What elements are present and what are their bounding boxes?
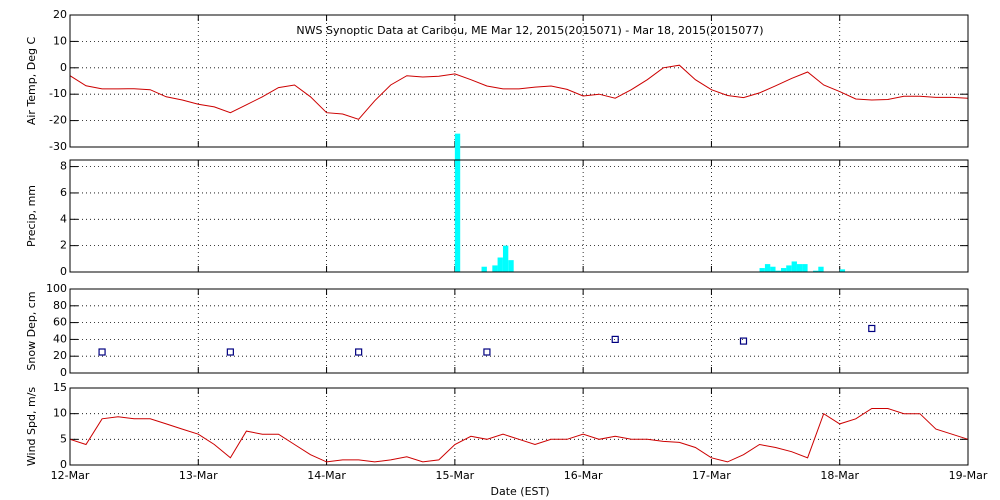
x-tick-label: 18-Mar [820, 469, 859, 482]
precip-bar [775, 270, 781, 272]
precip-bar [770, 266, 776, 272]
snow-point [868, 324, 876, 333]
y-axis-label: Precip, mm [25, 185, 38, 247]
snow-point [226, 348, 234, 356]
precip-bar [764, 264, 771, 272]
y-tick-label: 40 [53, 332, 67, 345]
y-tick-label: 5 [60, 432, 67, 445]
y-axis-label: Wind Spd, m/s [25, 387, 38, 467]
precip-bar [791, 261, 797, 272]
y-tick-label: 8 [60, 160, 67, 173]
precip-bar [780, 268, 787, 272]
precip-bar [492, 265, 498, 272]
y-tick-label: -30 [49, 140, 67, 153]
y-tick-label: 20 [53, 349, 67, 362]
precip-bar [497, 257, 503, 272]
x-tick-label: 15-Mar [435, 469, 474, 482]
x-tick-label: 12-Mar [51, 469, 90, 482]
y-tick-label: 10 [53, 407, 67, 420]
plot-frame [69, 288, 969, 374]
precip-bar [802, 264, 808, 272]
y-tick-label: -10 [49, 87, 67, 100]
y-tick-label: 6 [60, 186, 67, 199]
x-tick-label: 16-Mar [564, 469, 603, 482]
y-axis-label: Air Temp, Deg C [25, 37, 38, 126]
precip-bar [796, 264, 803, 272]
precip-bar [508, 260, 514, 272]
data-line [69, 64, 969, 120]
y-tick-label: 10 [53, 34, 67, 47]
precip-bar [818, 266, 824, 272]
x-tick-label: 13-Mar [179, 469, 218, 482]
y-tick-label: 0 [60, 265, 67, 278]
plot-frame [69, 14, 969, 148]
y-tick-label: 100 [46, 282, 67, 295]
precip-bar [759, 268, 765, 272]
y-axis-label: Snow Dep, cm [25, 291, 38, 370]
chart-title: NWS Synoptic Data at Caribou, ME Mar 12,… [296, 24, 763, 37]
y-tick-label: 15 [53, 381, 67, 394]
precip-bar [454, 133, 461, 272]
y-tick-label: 80 [53, 299, 67, 312]
y-tick-label: 2 [60, 239, 67, 252]
snow-point [355, 348, 363, 356]
precip-bar [481, 266, 487, 272]
precip-bar [502, 245, 509, 272]
precip-bar [786, 265, 792, 272]
snow-point [611, 335, 619, 343]
x-tick-label: 19-Mar [949, 469, 988, 482]
y-tick-label: 0 [60, 61, 67, 74]
snow-point [739, 337, 748, 345]
plot-frame [69, 387, 969, 466]
snow-point [98, 348, 106, 356]
y-tick-label: 60 [53, 316, 67, 329]
snow-point [483, 348, 491, 356]
y-tick-label: 0 [60, 458, 67, 471]
y-tick-label: -20 [49, 114, 67, 127]
y-tick-label: 4 [60, 212, 67, 225]
x-tick-label: 14-Mar [307, 469, 346, 482]
x-tick-label: 17-Mar [692, 469, 731, 482]
x-axis-label: Date (EST) [490, 485, 549, 498]
precip-bar [813, 270, 819, 272]
data-line [69, 408, 969, 463]
plot-frame [69, 159, 969, 273]
y-tick-label: 0 [60, 366, 67, 379]
precip-bar [839, 269, 846, 272]
y-tick-label: 20 [53, 8, 67, 21]
